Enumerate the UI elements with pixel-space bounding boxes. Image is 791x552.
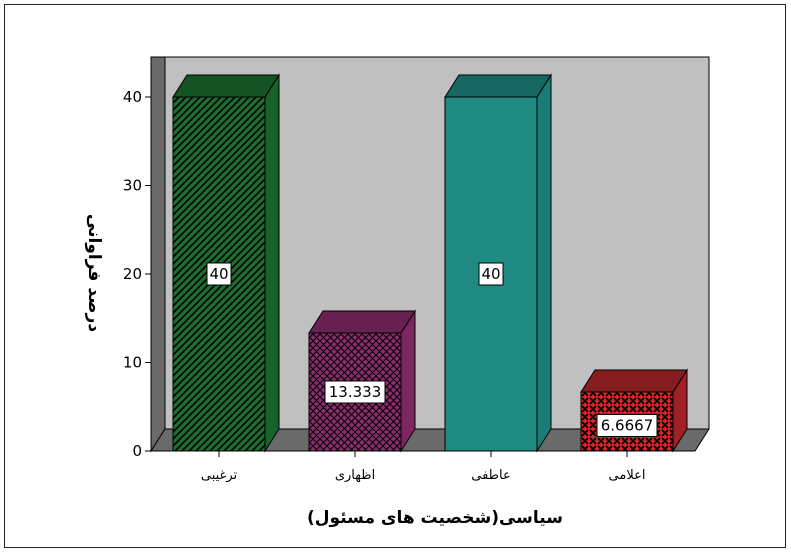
y-tick-label: 20 <box>123 265 142 283</box>
x-tick-label: ترغیبی <box>201 468 238 483</box>
bar-chart: 0 10 20 30 40 40 13.333 40 6.6667 ترغیبی اظهاری ع… <box>84 56 710 528</box>
y-axis-title: درصد فراوانی <box>84 214 104 332</box>
data-label-box <box>478 262 504 286</box>
y-tick-label: 30 <box>123 177 142 195</box>
side-wall <box>150 56 166 453</box>
bar-top <box>444 74 552 98</box>
data-label: 40 <box>481 265 500 283</box>
data-label-box <box>596 413 658 437</box>
chart-frame: 0 10 20 30 40 40 13.333 40 6.6667 ترغیبی اظهاری ع… <box>4 4 786 548</box>
x-tick-label: اظهاری <box>335 468 375 483</box>
x-tick-label: عاطفی <box>471 468 510 483</box>
data-label: 13.333 <box>329 383 382 401</box>
bar-top <box>580 369 688 393</box>
y-tick-label: 10 <box>123 354 142 372</box>
bar-side <box>536 73 552 453</box>
data-label: 6.6667 <box>601 416 654 434</box>
bar-top <box>172 74 280 98</box>
bar-side <box>400 309 416 453</box>
data-label-box <box>324 380 386 404</box>
data-label-box <box>206 262 232 286</box>
x-tick-label: اعلامی <box>609 468 646 483</box>
y-tick-label: 40 <box>123 88 142 106</box>
bar-top <box>308 310 416 334</box>
x-axis: ترغیبی اظهاری عاطفی اعلامی <box>201 451 646 483</box>
data-label: 40 <box>209 265 228 283</box>
bar-side <box>264 73 280 453</box>
x-axis-title: سیاسی(شخصیت های مسئول) <box>307 508 563 528</box>
y-axis: 0 10 20 30 40 <box>123 57 152 460</box>
y-tick-label: 0 <box>132 442 142 460</box>
bars: 40 13.333 40 6.6667 <box>172 73 688 453</box>
